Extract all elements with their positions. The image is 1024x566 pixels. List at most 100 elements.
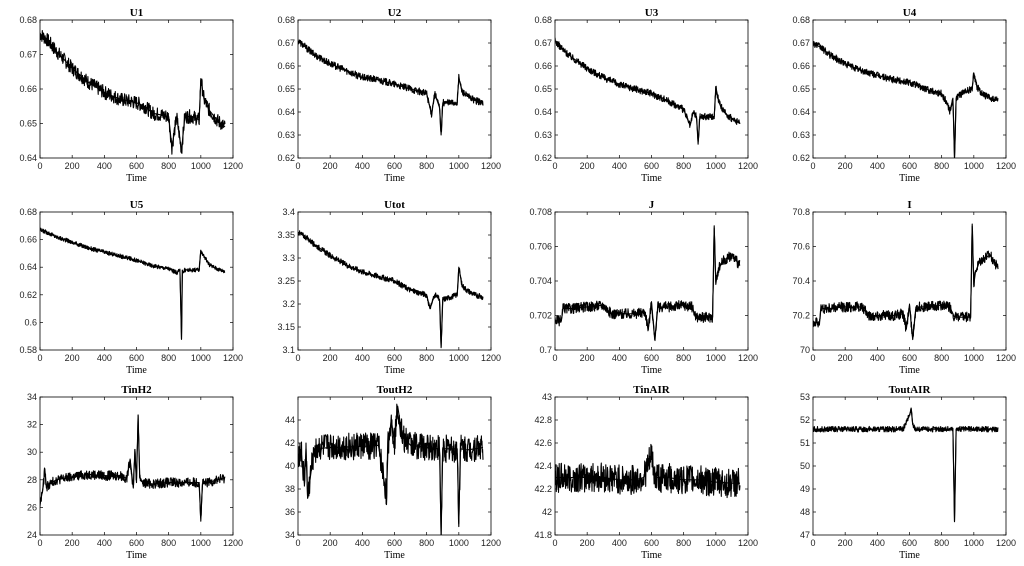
x-axis-label: Time [899, 365, 920, 376]
x-tick-label: 0 [37, 161, 42, 171]
x-axis-label: Time [641, 550, 662, 561]
x-tick-label: 200 [580, 353, 595, 363]
x-tick-label: 800 [161, 353, 176, 363]
chart-title: U3 [645, 7, 659, 19]
x-tick-label: 600 [644, 538, 659, 548]
subplot-u3: U3 0 200 400 600 800 1000 1200 0.62 0.63 0.64 0.65 0… [534, 7, 758, 184]
y-tick-label: 51 [800, 438, 810, 448]
x-tick-label: 600 [902, 538, 917, 548]
y-tick-label: 0.67 [277, 38, 295, 48]
y-tick-label: 0.65 [792, 84, 810, 94]
y-tick-label: 3.15 [277, 322, 295, 332]
y-tick-label: 0.6 [24, 317, 37, 327]
x-tick-label: 600 [644, 161, 659, 171]
series-line [555, 443, 741, 499]
y-tick-label: 50 [800, 461, 810, 471]
y-tick-label: 0.67 [792, 38, 810, 48]
y-tick-label: 34 [27, 392, 37, 402]
y-tick-label: 70 [800, 345, 810, 355]
x-tick-label: 0 [37, 538, 42, 548]
subplot-touth2: ToutH2 0 200 400 600 800 1000 1200 34 36 38 40 42 44 T… [285, 384, 501, 561]
x-tick-label: 1200 [481, 161, 501, 171]
y-tick-label: 3.25 [277, 276, 295, 286]
x-axis-label: Time [899, 173, 920, 184]
series-anchor-line [298, 40, 484, 136]
series-line [298, 403, 484, 535]
x-tick-label: 1000 [191, 353, 211, 363]
series-anchor-line [298, 405, 484, 535]
y-tick-label: 70.8 [792, 207, 810, 217]
x-tick-label: 1200 [223, 538, 243, 548]
x-tick-label: 1000 [706, 353, 726, 363]
y-tick-label: 0.58 [19, 345, 37, 355]
series-anchor-line [40, 33, 226, 152]
x-tick-label: 800 [161, 161, 176, 171]
y-tick-label: 0.66 [534, 61, 552, 71]
y-tick-label: 0.67 [534, 38, 552, 48]
y-tick-label: 0.63 [534, 130, 552, 140]
series-anchor-line [298, 231, 484, 349]
y-tick-label: 0.64 [19, 153, 37, 163]
y-tick-label: 44 [285, 415, 295, 425]
subplot-u4: U4 0 200 400 600 800 1000 1200 0.62 0.63 0.64 0.65 0… [792, 7, 1016, 184]
x-tick-label: 200 [838, 353, 853, 363]
x-tick-label: 1200 [481, 538, 501, 548]
x-tick-label: 200 [65, 161, 80, 171]
y-tick-label: 0.68 [792, 15, 810, 25]
subplot-utot: Utot 0 200 400 600 800 1000 1200 3.1 3.15 3.2 3.25 3… [277, 199, 501, 376]
x-tick-label: 400 [612, 161, 627, 171]
y-tick-label: 0.62 [534, 153, 552, 163]
x-tick-label: 1000 [449, 353, 469, 363]
x-tick-label: 200 [323, 161, 338, 171]
x-tick-label: 1200 [738, 538, 758, 548]
y-tick-label: 42.6 [534, 438, 552, 448]
x-tick-label: 800 [419, 538, 434, 548]
x-axis-label: Time [641, 173, 662, 184]
x-axis-label: Time [899, 550, 920, 561]
x-axis-label: Time [384, 173, 405, 184]
x-tick-label: 600 [129, 538, 144, 548]
y-tick-label: 42 [285, 438, 295, 448]
y-tick-label: 0.63 [792, 130, 810, 140]
y-tick-label: 0.702 [529, 311, 552, 321]
x-tick-label: 0 [552, 161, 557, 171]
y-tick-label: 43 [542, 392, 552, 402]
x-tick-label: 600 [387, 353, 402, 363]
y-tick-label: 52 [800, 415, 810, 425]
chart-title: J [649, 199, 655, 211]
y-tick-label: 47 [800, 530, 810, 540]
x-tick-label: 800 [934, 353, 949, 363]
y-tick-label: 0.704 [529, 276, 552, 286]
x-tick-label: 400 [355, 353, 370, 363]
y-tick-label: 0.64 [792, 107, 810, 117]
x-axis-label: Time [126, 550, 147, 561]
x-tick-label: 400 [97, 353, 112, 363]
x-tick-label: 1000 [706, 161, 726, 171]
plot-frame [297, 396, 492, 536]
x-tick-label: 400 [870, 538, 885, 548]
subplot-tinh2: TinH2 0 200 400 600 800 1000 1200 24 26 28 30 32 34 Ti… [27, 384, 243, 561]
x-tick-label: 1000 [964, 353, 984, 363]
subplot-u2: U2 0 200 400 600 800 1000 1200 0.62 0.63 0.64 0.65 0… [277, 7, 501, 184]
x-tick-label: 600 [644, 353, 659, 363]
x-tick-label: 0 [810, 161, 815, 171]
x-axis-label: Time [126, 365, 147, 376]
x-tick-label: 1200 [996, 538, 1016, 548]
x-tick-label: 1200 [996, 353, 1016, 363]
y-tick-label: 28 [27, 475, 37, 485]
y-tick-label: 30 [27, 447, 37, 457]
y-tick-label: 0.65 [534, 84, 552, 94]
x-tick-label: 0 [295, 161, 300, 171]
plot-frame [297, 19, 492, 159]
x-tick-label: 800 [419, 161, 434, 171]
x-tick-label: 0 [552, 353, 557, 363]
plot-frame [812, 211, 1007, 351]
y-tick-label: 0.706 [529, 242, 552, 252]
x-tick-label: 1200 [996, 161, 1016, 171]
y-tick-label: 3.4 [282, 207, 295, 217]
x-tick-label: 600 [902, 161, 917, 171]
y-tick-label: 0.66 [19, 84, 37, 94]
series-anchor-line [555, 225, 741, 341]
x-tick-label: 1200 [738, 353, 758, 363]
